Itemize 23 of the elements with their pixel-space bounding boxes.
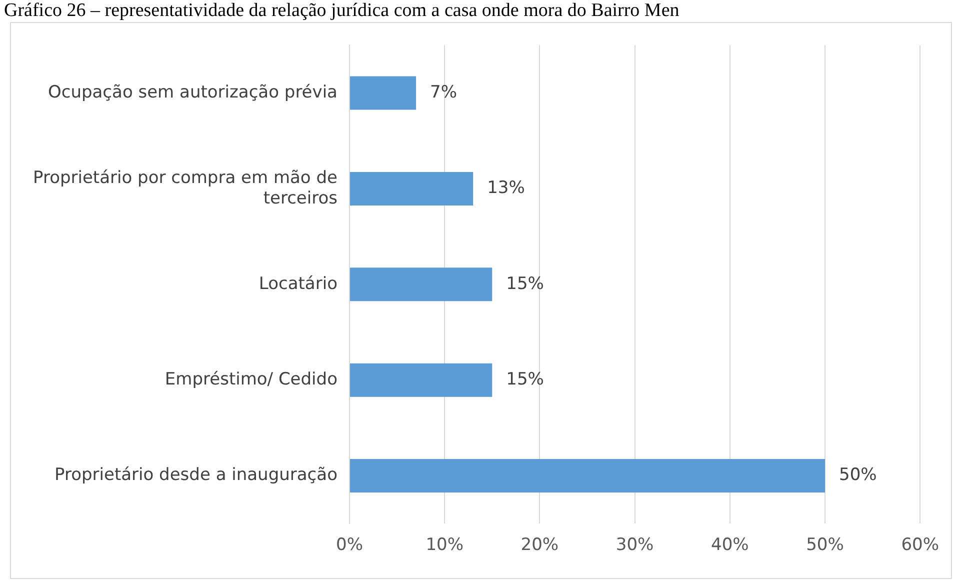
y-tick-label: Empréstimo/ Cedido	[164, 370, 338, 390]
x-tick-label: 60%	[901, 535, 940, 556]
x-tick-label: 20%	[520, 535, 559, 556]
x-tick-label: 10%	[426, 535, 464, 556]
x-tick-label: 40%	[711, 535, 749, 556]
x-tick-label: 30%	[616, 535, 654, 556]
data-label: 15%	[506, 274, 544, 294]
data-label: 15%	[506, 370, 544, 390]
bar	[350, 76, 416, 110]
bar	[350, 363, 492, 397]
data-label: 50%	[839, 465, 877, 486]
x-tick-label: 50%	[806, 535, 844, 556]
y-tick-label: Proprietário desde a inauguração	[54, 465, 338, 486]
bar	[350, 459, 826, 493]
chart-title: Gráfico 26 – representatividade da relação jurídica com a casa onde mora do Bairro Men	[3, 0, 680, 22]
y-tick-label: Ocupação sem autorização prévia	[48, 82, 338, 102]
data-label: 7%	[430, 82, 458, 102]
bar	[350, 172, 474, 206]
y-tick-label: Proprietário por compra em mão de terceiros	[32, 168, 338, 208]
x-tick-label: 0%	[336, 535, 363, 556]
data-label: 13%	[487, 178, 525, 198]
bar	[350, 268, 492, 302]
y-tick-label: Locatário	[258, 274, 338, 294]
